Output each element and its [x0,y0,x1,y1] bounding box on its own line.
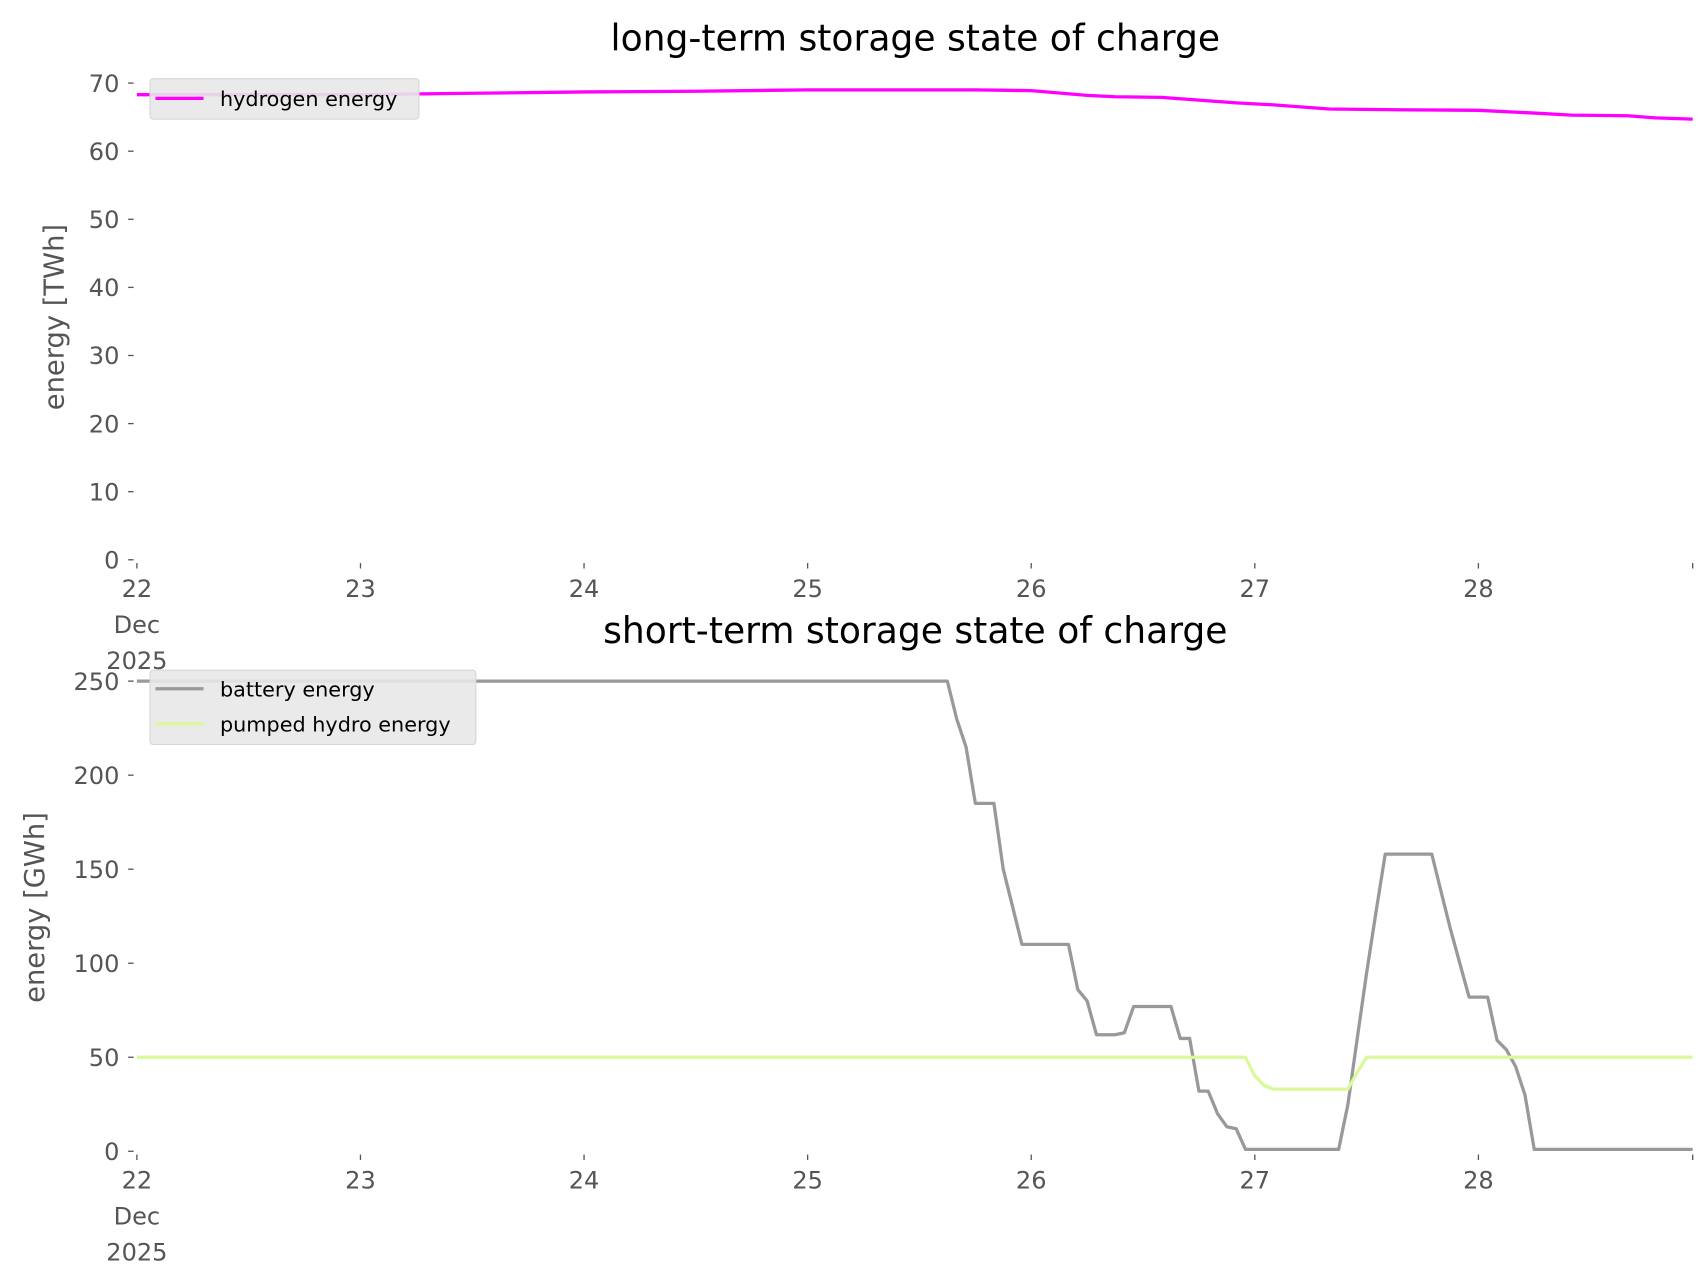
x-tick-label: 25 [792,575,823,603]
legend-box [149,669,477,746]
x-tick-label: 26 [1016,1166,1047,1194]
x-tick-label: 28 [1463,575,1494,603]
x-tick-label: 25 [792,1166,823,1194]
y-tick-label: 250 [73,668,119,696]
y-tick-label: 30 [89,342,120,370]
y-tick-label: 50 [89,206,120,234]
x-tick-label: 24 [569,1166,600,1194]
legend: hydrogen energy [149,78,420,120]
legend-box [149,78,420,120]
y-tick-label: 0 [104,1138,119,1166]
x-tick-label: 27 [1240,575,1271,603]
x-tick-sublabel: Dec [114,1203,161,1231]
y-axis-label: energy [GWh] [20,812,51,1003]
y-axis-label: energy [TWh] [40,224,71,410]
short-term-storage-chart: short-term storage state of charge energ… [20,610,1694,1267]
y-tick-label: 150 [73,856,119,884]
x-tick-label: 26 [1016,575,1047,603]
x-tick-label: 23 [345,1166,376,1194]
legend-label-battery: battery energy [220,677,375,701]
x-tick-label: 22 [122,1166,153,1194]
legend-label-hydrogen: hydrogen energy [220,87,397,111]
y-tick-label: 60 [89,138,120,166]
x-tick-sublabel: 2025 [106,1239,167,1267]
y-tick-label: 10 [89,478,120,506]
x-tick-sublabel: Dec [114,611,161,639]
y-tick-label: 40 [89,274,120,302]
legend: battery energy pumped hydro energy [149,669,477,746]
x-tick-label: 22 [122,575,153,603]
long-term-storage-chart: long-term storage state of charge energy… [40,17,1694,675]
series-line-pumped-hydro-energy [136,1055,1693,1091]
series-line-hydrogen-energy [136,88,1693,121]
y-tick-label: 200 [73,762,119,790]
chart-title: long-term storage state of charge [611,17,1221,59]
x-tick-label: 28 [1463,1166,1494,1194]
y-tick-label: 100 [73,950,119,978]
x-tick-label: 27 [1240,1166,1271,1194]
y-tick-label: 20 [89,410,120,438]
y-tick-label: 50 [89,1044,120,1072]
series-line-battery-energy [136,679,1693,1152]
x-tick-label: 24 [569,575,600,603]
chart-title: short-term storage state of charge [603,610,1227,652]
legend-label-pumped-hydro: pumped hydro energy [220,712,451,736]
y-tick-label: 70 [89,70,120,98]
x-tick-label: 23 [345,575,376,603]
y-tick-label: 0 [104,547,119,575]
